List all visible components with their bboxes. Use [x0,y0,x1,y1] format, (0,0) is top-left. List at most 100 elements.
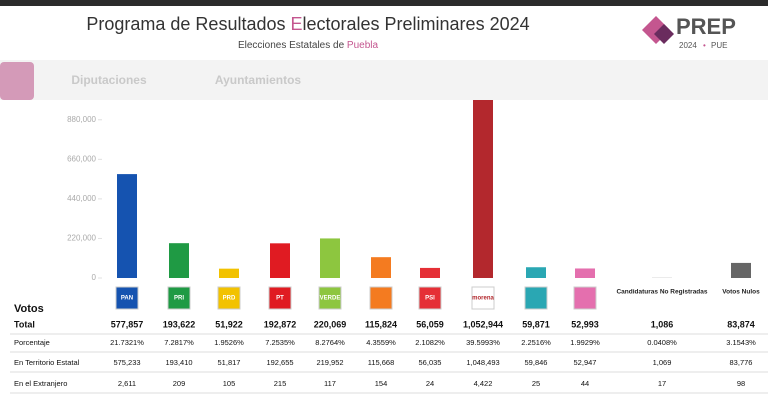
x-tick-label: PRD [223,296,236,302]
table-cell: 25 [532,379,540,388]
bar [526,267,546,278]
table-cell: 192,872 [264,319,297,329]
bar [219,269,239,278]
table-cell: 105 [223,379,236,388]
table-cell: 1,052,944 [463,319,503,329]
table-cell: 1.9526% [214,338,244,347]
logo-dot: • [703,41,706,50]
bar [320,238,340,278]
table-cell: 52,947 [574,358,597,367]
x-tick-label: PAN [121,296,133,302]
table-cell: 39.5993% [466,338,500,347]
row-label: En el Extranjero [14,379,67,388]
y-tick-label: 880,000 [67,115,96,124]
party-logo [370,287,392,309]
table-cell: 98 [737,379,745,388]
table-cell: 4,422 [474,379,493,388]
table-cell: 219,952 [316,358,343,367]
table-cell: 2,611 [118,379,136,388]
table-cell: 115,668 [368,358,395,367]
table-cell: 575,233 [113,358,140,367]
bar [575,268,595,278]
table-cell: 193,622 [163,319,196,329]
table-cell: 2.1082% [415,338,445,347]
row-label: En Territorio Estatal [14,358,80,367]
table-cell: 220,069 [314,319,347,329]
table-cell: 83,776 [730,358,753,367]
table-cell: 1,086 [651,319,674,329]
table-cell: 51,922 [215,319,243,329]
table-cell: 17 [658,379,666,388]
bar [731,263,751,278]
y-tick-label: 0 [92,273,97,282]
logo-name: PREP [676,14,736,39]
table-cell: 7.2535% [265,338,295,347]
x-tick-label: Votos Nulos [722,289,760,296]
table-cell: 59,871 [522,319,550,329]
table-cell: 83,874 [727,319,755,329]
x-tick-label: VERDE [320,296,341,302]
bar [473,89,493,278]
tab[interactable]: Diputaciones [71,73,147,87]
bar [420,268,440,278]
page-title: Programa de Resultados Electorales Preli… [86,14,529,34]
tab[interactable]: Ayuntamientos [215,73,302,87]
table-cell: 56,035 [419,358,442,367]
subtitle: Elecciones Estatales de Puebla [238,40,379,51]
x-tick-label: Candidaturas No Registradas [616,289,707,296]
y-tick-label: 660,000 [67,154,96,163]
table-cell: 8.2764% [315,338,345,347]
row-label: Porcentaje [14,338,50,347]
top-strip [0,0,768,6]
plot [117,89,751,278]
bar [270,243,290,278]
logo-year: 2024 [679,41,697,50]
table-cell: 117 [324,379,336,388]
x-tick-label: PSI [425,296,435,302]
x-tick-label: PRI [174,296,184,302]
logo-state: PUE [711,41,727,50]
table-cell: 7.2817% [164,338,194,347]
table-cell: 2.2516% [521,338,551,347]
bar [117,174,137,278]
table-cell: 21.7321% [110,338,144,347]
row-label: Total [14,319,35,329]
table-cell: 44 [581,379,589,388]
title-part: Programa de Resultados [86,14,290,34]
table-cell: 51,817 [218,358,241,367]
table-title: Votos [14,303,44,315]
party-logo [574,287,596,309]
bar [371,257,391,278]
table-cell: 52,993 [571,319,599,329]
table-cell: 192,655 [266,358,293,367]
table-cell: 1,048,493 [466,358,499,367]
table-cell: 4.3559% [366,338,396,347]
y-tick-label: 440,000 [67,194,96,203]
bar [169,243,189,278]
table-cell: 3.1543% [726,338,756,347]
y-tick-label: 220,000 [67,234,96,243]
tab-highlight [0,62,34,100]
prep-logo: PREP 2024 • PUE [642,14,736,50]
table-cell: 1,069 [653,358,672,367]
x-tick-label: PT [276,296,284,302]
subtitle-part: Elecciones Estatales de [238,40,347,51]
table-cell: 24 [426,379,434,388]
title-part: E [290,14,302,34]
title-part: lectorales Preliminares 2024 [303,14,530,34]
table-cell: 193,410 [165,358,192,367]
table-cell: 115,824 [365,319,397,329]
table-cell: 0.0408% [647,338,677,347]
party-logo [525,287,547,309]
table-cell: 1.9929% [570,338,600,347]
table-cell: 154 [375,379,388,388]
subtitle-part: Puebla [347,40,379,51]
table-cell: 56,059 [416,319,444,329]
table-cell: 209 [173,379,186,388]
x-tick-label: morena [472,296,494,302]
table-cell: 215 [274,379,287,388]
table-cell: 577,857 [111,319,144,329]
table-cell: 59,846 [525,358,548,367]
